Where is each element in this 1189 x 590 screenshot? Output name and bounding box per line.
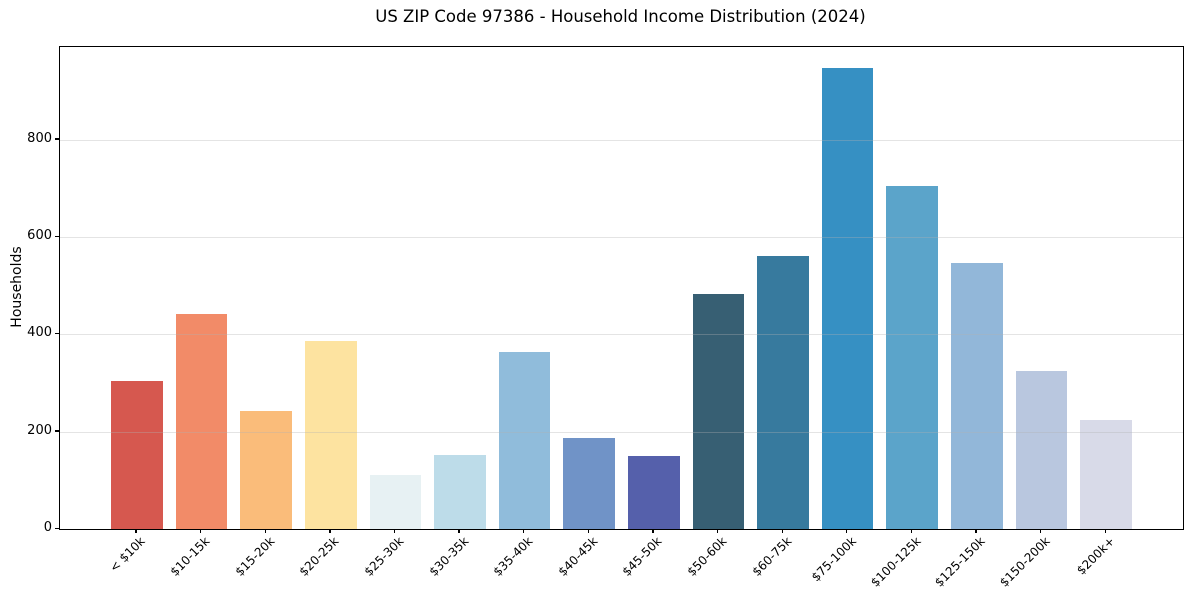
y-tick-label-400: 400 (27, 325, 52, 341)
bar-$200k+ (1080, 420, 1132, 529)
x-tick-$200k+ (1104, 529, 1106, 533)
x-tick-$45-50k (652, 529, 654, 533)
x-tick-$25-30k (393, 529, 396, 533)
x-tick-$30-35k (458, 529, 460, 533)
bar-$20-25k (304, 340, 357, 529)
x-tick-label-$40-45k: $40-45k (555, 534, 601, 579)
y-tick-200 (55, 430, 59, 432)
gridline-400 (60, 334, 1183, 336)
gridline-200 (60, 431, 1183, 433)
y-tick-label-200: 200 (27, 422, 52, 438)
bar-$45-50k (627, 455, 680, 529)
x-tick-$50-60k (716, 529, 719, 533)
bar-$100-125k (886, 185, 939, 529)
x-tick-$125-150k (975, 529, 977, 533)
x-tick-$75-100k (846, 529, 848, 533)
bar-$30-35k (434, 455, 486, 529)
y-tick-label-0: 0 (43, 520, 52, 535)
gridline-800 (60, 139, 1183, 141)
y-axis-label: Households (9, 246, 25, 328)
x-tick-$100-125k (910, 529, 913, 533)
bar-< $10k (111, 381, 163, 529)
x-tick-label-$125-150k: $125-150k (932, 534, 988, 590)
x-tick-< $10k (135, 529, 137, 533)
y-tick-0 (55, 527, 59, 529)
x-tick-$60-75k (781, 529, 783, 533)
bar-$25-30k (369, 475, 422, 529)
x-tick-label-$50-60k: $50-60k (684, 534, 730, 579)
y-tick-label-800: 800 (27, 130, 52, 146)
x-tick-$10-15k (200, 529, 202, 533)
bar-$15-20k (240, 411, 292, 529)
x-tick-$35-40k (523, 529, 525, 533)
y-tick-400 (55, 332, 59, 335)
x-tick-label-$25-30k: $25-30k (361, 534, 407, 579)
x-tick-label-$200k+: $200k+ (1073, 534, 1118, 578)
y-tick-600 (55, 235, 59, 237)
x-tick-label-$100-125k: $100-125k (867, 534, 924, 590)
x-tick-label-$45-50k: $45-50k (619, 534, 665, 579)
x-tick-label-< $10k: < $10k (106, 534, 148, 575)
y-tick-800 (55, 138, 59, 140)
chart-title: US ZIP Code 97386 - Household Income Dis… (375, 7, 866, 26)
x-tick-label-$35-40k: $35-40k (490, 534, 536, 579)
bar-$40-45k (563, 438, 616, 529)
x-tick-label-$75-100k: $75-100k (808, 534, 859, 585)
bar-$50-60k (692, 293, 745, 529)
x-tick-label-$150-200k: $150-200k (996, 534, 1053, 590)
bar-$75-100k (821, 67, 874, 529)
y-tick-label-600: 600 (27, 228, 52, 244)
x-tick-label-$30-35k: $30-35k (426, 534, 471, 579)
bar-$60-75k (757, 255, 809, 529)
x-tick-$20-25k (329, 529, 331, 533)
x-tick-label-$60-75k: $60-75k (749, 534, 794, 579)
bar-$10-15k (175, 313, 228, 529)
bar-$125-150k (951, 263, 1003, 529)
plot-area (59, 46, 1184, 530)
bar-$150-200k (1015, 370, 1068, 529)
x-tick-label-$10-15k: $10-15k (167, 534, 213, 579)
x-tick-$40-45k (587, 529, 589, 533)
x-tick-label-$20-25k: $20-25k (296, 534, 342, 579)
bar-$35-40k (498, 351, 551, 529)
gridline-600 (60, 237, 1183, 239)
x-tick-$150-200k (1039, 529, 1042, 533)
x-tick-$15-20k (264, 529, 266, 533)
x-tick-label-$15-20k: $15-20k (232, 534, 278, 579)
